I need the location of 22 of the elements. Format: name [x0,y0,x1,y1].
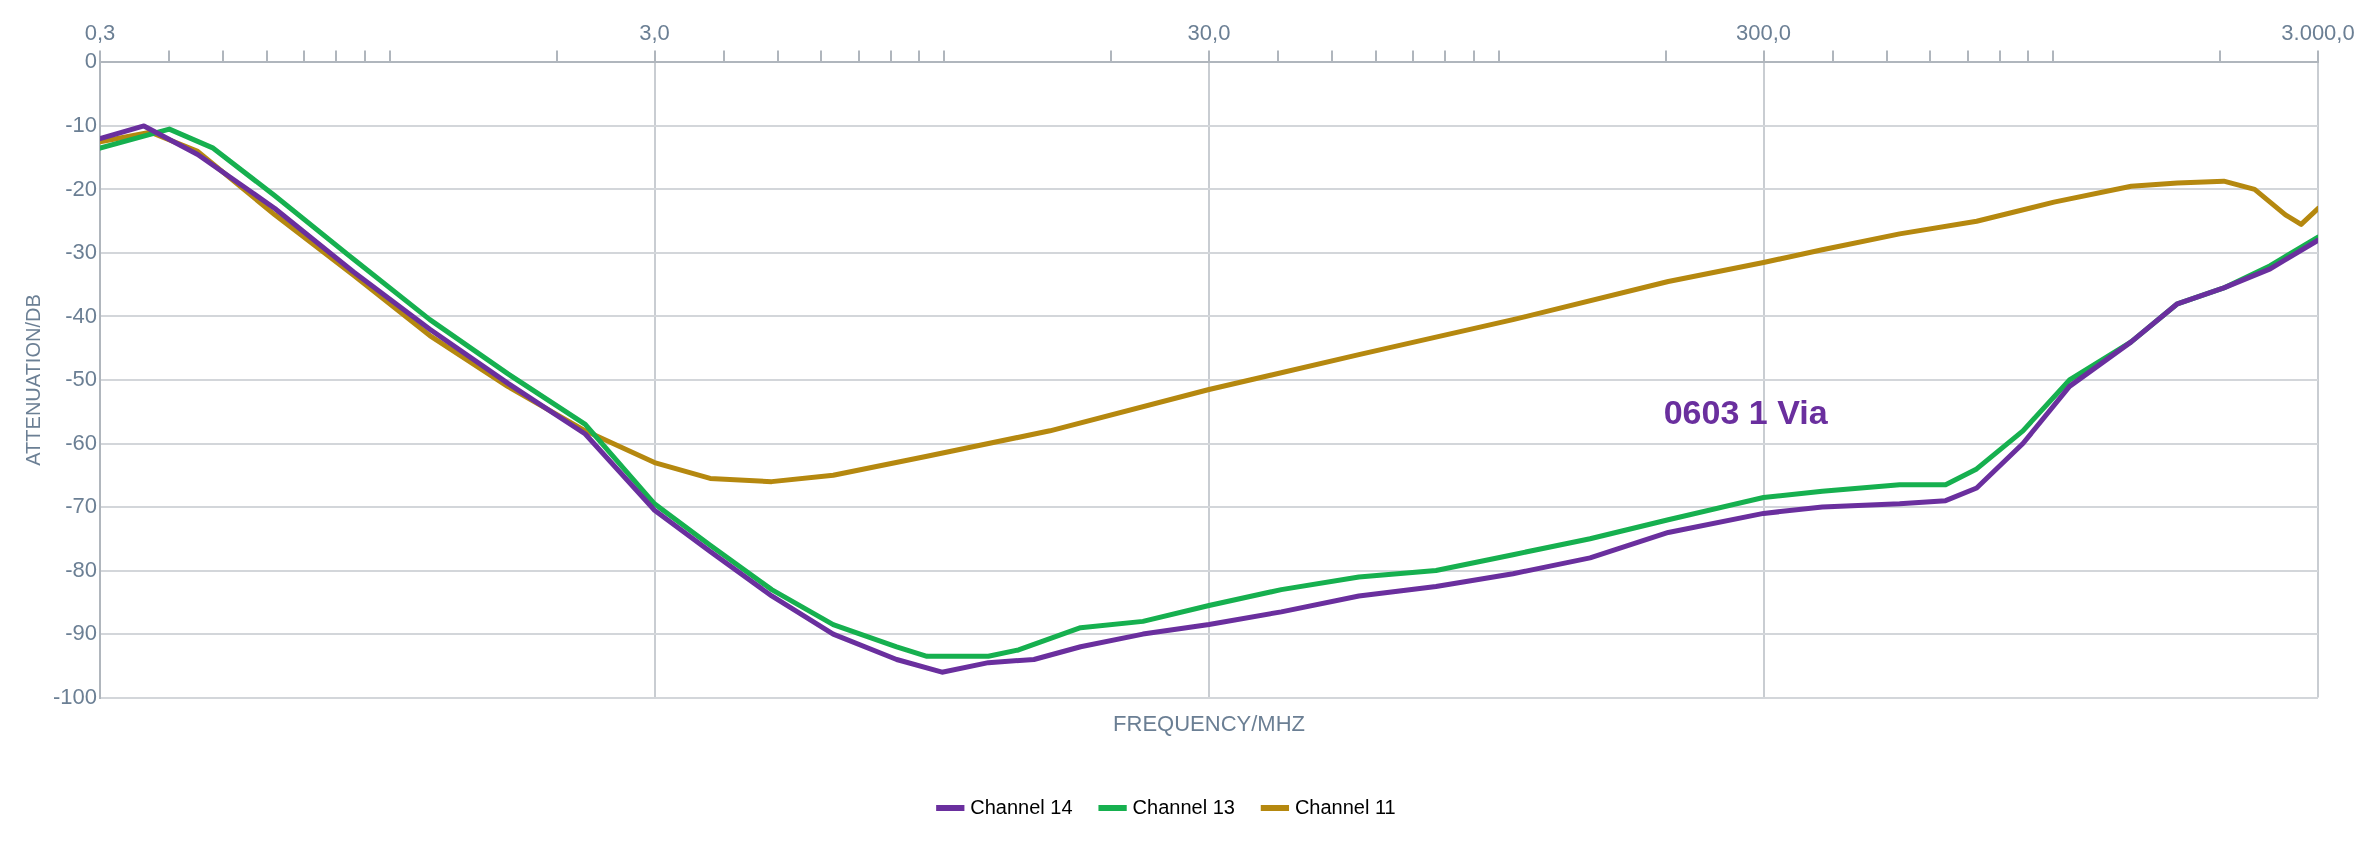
y-tick-label: -80 [65,556,98,582]
x-tick-label: 0,3 [84,20,116,46]
y-tick-label: -30 [65,239,98,265]
y-tick-label: -50 [65,366,98,392]
x-axis-title: FREQUENCY/MHZ [1113,710,1305,736]
x-tick-label: 300,0 [1735,20,1792,46]
legend-label: Channel 14 [970,795,1073,818]
y-tick-label: -100 [52,683,98,709]
legend-label: Channel 11 [1294,795,1396,818]
x-tick-label: 30,0 [1187,20,1231,46]
y-tick-label: -40 [65,302,98,328]
x-tick-label: 3.000,0 [2281,20,2355,46]
y-tick-label: 0 [84,48,98,74]
x-tick-label: 3,0 [639,20,670,46]
y-tick-label: -60 [65,429,98,455]
y-tick-label: -90 [65,620,98,646]
legend-label: Channel 13 [1132,795,1235,818]
y-tick-label: -70 [65,493,98,519]
annotation: 0603 1 Via [1663,393,1829,432]
y-axis-title: ATTENUATION/DB [21,294,44,466]
y-tick-label: -10 [65,111,98,137]
y-tick-label: -20 [65,175,98,201]
